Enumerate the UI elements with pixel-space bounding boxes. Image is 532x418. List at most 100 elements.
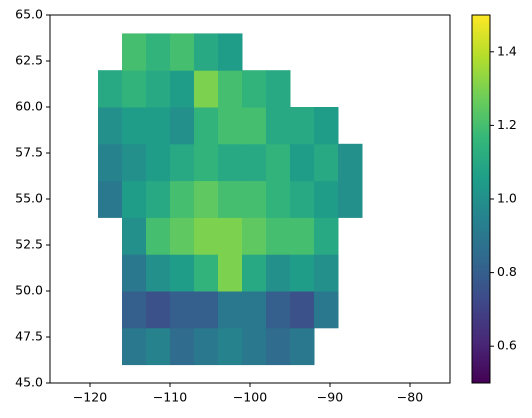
heatmap-cell — [242, 180, 267, 218]
heatmap-cell — [242, 143, 267, 182]
heatmap-cell — [242, 217, 267, 255]
y-tick-label: 62.5 — [15, 53, 43, 68]
heatmap-cell — [242, 70, 267, 108]
heatmap-cell — [122, 217, 147, 255]
colorbar-tick-label: 1.2 — [497, 117, 517, 132]
colorbar-tick-label: 1.4 — [497, 43, 517, 58]
heatmap-cell — [314, 180, 339, 218]
heatmap-cell — [218, 291, 243, 329]
heatmap-cell — [314, 217, 339, 255]
heatmap-cell — [122, 107, 147, 145]
heatmap-cell — [218, 107, 243, 145]
heatmap-cell — [170, 180, 195, 218]
heatmap-cell — [218, 180, 243, 218]
x-tick-label: −90 — [317, 390, 343, 405]
heatmap-cell — [290, 143, 315, 182]
heatmap-cell — [170, 143, 195, 182]
heatmap-cell — [122, 70, 147, 108]
heatmap-cell — [170, 217, 195, 255]
heatmap-cell — [194, 143, 219, 182]
heatmap-cell — [242, 327, 267, 366]
heatmap-cell — [98, 107, 123, 145]
heatmap-cell — [170, 327, 195, 366]
heatmap-cell — [170, 254, 195, 292]
heatmap-cell — [218, 33, 243, 71]
heatmap-cell — [338, 180, 363, 218]
heatmap-cell — [194, 254, 219, 292]
colorbar-tick-label: 0.8 — [497, 264, 517, 279]
y-tick-label: 65.0 — [15, 7, 43, 22]
y-tick-label: 57.5 — [15, 145, 43, 160]
x-tick-label: −100 — [233, 390, 267, 405]
y-tick-label: 45.0 — [15, 375, 43, 390]
heatmap-cell — [98, 70, 123, 108]
colorbar — [471, 14, 491, 384]
heatmap-cell — [266, 254, 291, 292]
x-tick-label: −110 — [153, 390, 187, 405]
heatmap-cell — [194, 291, 219, 329]
heatmap-cell — [290, 217, 315, 255]
heatmap-cell — [218, 327, 243, 366]
heatmap-cell — [218, 70, 243, 108]
heatmap-cell — [146, 254, 171, 292]
heatmap-cell — [122, 327, 147, 366]
heatmap-cell — [194, 107, 219, 145]
heatmap-cell — [122, 180, 147, 218]
heatmap-cell — [146, 70, 171, 108]
y-tick-label: 47.5 — [15, 329, 43, 344]
y-tick-label: 50.0 — [15, 283, 43, 298]
heatmap-cell — [290, 107, 315, 145]
heatmap-cell — [170, 291, 195, 329]
heatmap-cell — [314, 291, 339, 329]
x-tick-label: −120 — [73, 390, 107, 405]
heatmap-cell — [218, 217, 243, 255]
heatmap-cell — [314, 143, 339, 182]
heatmap-cell — [290, 327, 315, 366]
heatmap-cell — [290, 180, 315, 218]
heatmap-cell — [290, 291, 315, 329]
heatmap-cell — [146, 217, 171, 255]
heatmap-cell — [170, 70, 195, 108]
heatmap — [98, 33, 363, 366]
heatmap-cell — [266, 217, 291, 255]
heatmap-cell — [266, 291, 291, 329]
heatmap-cell — [194, 327, 219, 366]
heatmap-cell — [314, 107, 339, 145]
heatmap-cell — [242, 107, 267, 145]
heatmap-cell — [146, 107, 171, 145]
heatmap-cell — [122, 143, 147, 182]
heatmap-cell — [146, 33, 171, 71]
heatmap-cell — [194, 217, 219, 255]
heatmap-cell — [338, 143, 363, 182]
heatmap-cell — [218, 143, 243, 182]
heatmap-cell — [122, 33, 147, 71]
heatmap-cell — [146, 327, 171, 366]
heatmap-cell — [98, 143, 123, 182]
heatmap-cell — [122, 291, 147, 329]
colorbar-tick-label: 0.6 — [497, 338, 517, 353]
heatmap-cell — [266, 327, 291, 366]
heatmap-cell — [266, 107, 291, 145]
heatmap-cell — [146, 291, 171, 329]
heatmap-cell — [170, 107, 195, 145]
heatmap-cell — [266, 180, 291, 218]
heatmap-cell — [122, 254, 147, 292]
heatmap-cell — [242, 254, 267, 292]
heatmap-cell — [194, 180, 219, 218]
y-tick-label: 52.5 — [15, 237, 43, 252]
y-tick-label: 60.0 — [15, 99, 43, 114]
heatmap-cell — [194, 70, 219, 108]
y-tick-label: 55.0 — [15, 191, 43, 206]
heatmap-cell — [266, 70, 291, 108]
heatmap-cell — [146, 143, 171, 182]
x-tick-label: −80 — [397, 390, 423, 405]
heatmap-cell — [242, 291, 267, 329]
heatmap-cell — [194, 33, 219, 71]
heatmap-cell — [146, 180, 171, 218]
heatmap-cell — [290, 254, 315, 292]
heatmap-cell — [98, 180, 123, 218]
heatmap-cell — [266, 143, 291, 182]
colorbar-tick-label: 1.0 — [497, 191, 517, 206]
heatmap-cell — [314, 254, 339, 292]
